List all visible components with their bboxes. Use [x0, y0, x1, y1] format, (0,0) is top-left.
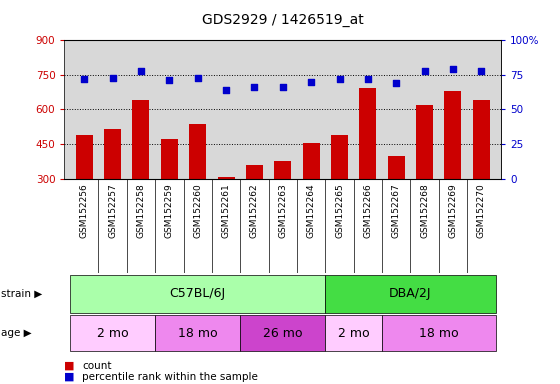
Bar	[331, 135, 348, 248]
Text: count: count	[82, 361, 112, 371]
Point	[449, 66, 458, 73]
Text: strain ▶: strain ▶	[1, 289, 43, 299]
Point	[392, 80, 401, 86]
Text: 18 mo: 18 mo	[178, 327, 217, 339]
Point	[137, 68, 146, 74]
Bar	[360, 88, 376, 248]
Text: percentile rank within the sample: percentile rank within the sample	[82, 372, 258, 382]
Text: GSM152266: GSM152266	[363, 183, 372, 238]
Bar	[189, 124, 206, 248]
Bar	[76, 135, 93, 248]
Bar	[161, 139, 178, 248]
Bar	[104, 129, 121, 248]
Bar	[133, 100, 150, 248]
Text: GSM152267: GSM152267	[392, 183, 401, 238]
Text: GDS2929 / 1426519_at: GDS2929 / 1426519_at	[202, 13, 363, 27]
Text: GSM152256: GSM152256	[80, 183, 88, 238]
Bar	[246, 165, 263, 248]
Point	[165, 77, 174, 83]
Text: age ▶: age ▶	[1, 328, 32, 338]
Text: DBA/2J: DBA/2J	[389, 287, 432, 300]
Text: GSM152260: GSM152260	[193, 183, 202, 238]
Text: 2 mo: 2 mo	[97, 327, 128, 339]
Point	[307, 79, 316, 85]
Point	[80, 76, 88, 82]
Text: GSM152270: GSM152270	[477, 183, 486, 238]
Point	[477, 68, 486, 74]
Bar	[416, 105, 433, 248]
Bar	[445, 91, 461, 248]
Bar	[302, 143, 320, 248]
Point	[335, 76, 344, 82]
Bar	[274, 161, 291, 248]
Point	[222, 87, 231, 93]
Text: GSM152261: GSM152261	[222, 183, 231, 238]
Text: 18 mo: 18 mo	[419, 327, 459, 339]
Bar	[388, 156, 405, 248]
Point	[363, 76, 372, 82]
Text: GSM152257: GSM152257	[108, 183, 117, 238]
Point	[278, 84, 287, 90]
Text: 26 mo: 26 mo	[263, 327, 302, 339]
Point	[420, 68, 429, 74]
Text: GSM152262: GSM152262	[250, 183, 259, 238]
Point	[108, 74, 117, 81]
Text: GSM152259: GSM152259	[165, 183, 174, 238]
Text: GSM152258: GSM152258	[137, 183, 146, 238]
Text: 2 mo: 2 mo	[338, 327, 370, 339]
Bar	[218, 177, 235, 248]
Text: ■: ■	[64, 361, 75, 371]
Point	[193, 74, 202, 81]
Text: GSM152264: GSM152264	[307, 183, 316, 238]
Bar	[473, 100, 490, 248]
Point	[250, 84, 259, 90]
Text: GSM152269: GSM152269	[449, 183, 458, 238]
Text: GSM152263: GSM152263	[278, 183, 287, 238]
Text: ■: ■	[64, 372, 75, 382]
Text: GSM152265: GSM152265	[335, 183, 344, 238]
Text: GSM152268: GSM152268	[420, 183, 429, 238]
Text: C57BL/6J: C57BL/6J	[170, 287, 226, 300]
